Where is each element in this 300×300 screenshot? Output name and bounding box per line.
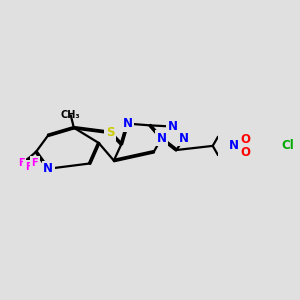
Text: S: S	[106, 126, 114, 139]
Text: N: N	[43, 162, 53, 175]
Text: O: O	[240, 146, 250, 159]
Text: F: F	[25, 162, 31, 172]
Text: N: N	[122, 117, 132, 130]
Text: Cl: Cl	[281, 140, 294, 152]
Text: F: F	[32, 158, 38, 168]
Text: S: S	[241, 140, 249, 152]
Text: N: N	[168, 120, 178, 133]
Text: N: N	[156, 132, 167, 145]
Text: O: O	[240, 133, 250, 146]
Text: CH₃: CH₃	[61, 110, 81, 120]
Text: F: F	[18, 158, 25, 168]
Text: N: N	[229, 140, 239, 152]
Text: N: N	[179, 132, 189, 145]
